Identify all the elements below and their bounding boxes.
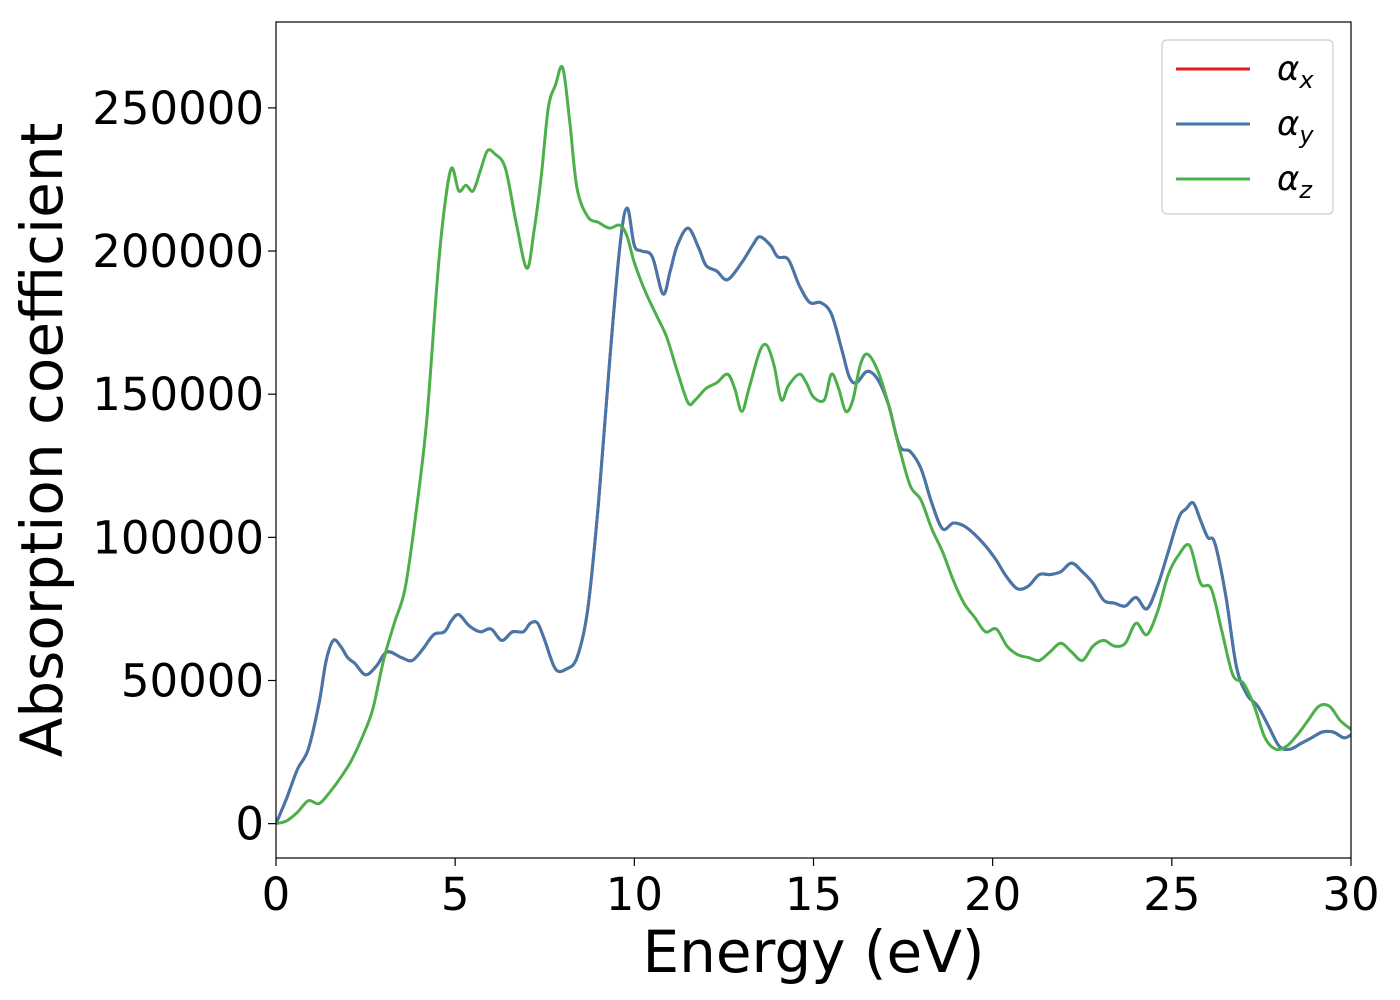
y-tick-label: 50000 xyxy=(121,654,264,707)
x-tick-label: 0 xyxy=(262,868,291,921)
legend-box xyxy=(1161,39,1334,215)
x-axis: 0 5 10 15 20 25 30 xyxy=(262,858,1380,921)
series-line-x xyxy=(276,206,1351,826)
legend-label-y: αy xyxy=(1277,104,1314,149)
legend: αx αy αz xyxy=(1161,39,1334,215)
y-axis: 0 50000 100000 150000 200000 250000 xyxy=(92,82,276,851)
y-tick-label: 250000 xyxy=(92,82,264,135)
legend-label-z: αz xyxy=(1277,159,1313,204)
y-tick-label: 0 xyxy=(235,798,264,851)
series-line-y xyxy=(276,206,1351,826)
x-tick-label: 10 xyxy=(606,868,663,921)
series-layer xyxy=(276,64,1351,826)
y-tick-label: 100000 xyxy=(92,511,264,564)
y-tick-label: 150000 xyxy=(92,368,264,421)
legend-label-x: αx xyxy=(1277,49,1314,94)
x-tick-label: 15 xyxy=(785,868,842,921)
y-tick-label: 200000 xyxy=(92,225,264,278)
x-tick-label: 25 xyxy=(1143,868,1200,921)
x-tick-label: 30 xyxy=(1322,868,1379,921)
x-tick-label: 20 xyxy=(964,868,1021,921)
x-axis-label: Energy (eV) xyxy=(642,918,984,986)
x-tick-label: 5 xyxy=(441,868,470,921)
series-line-z xyxy=(276,64,1351,826)
y-axis-label: Absorption coefficient xyxy=(8,123,76,758)
